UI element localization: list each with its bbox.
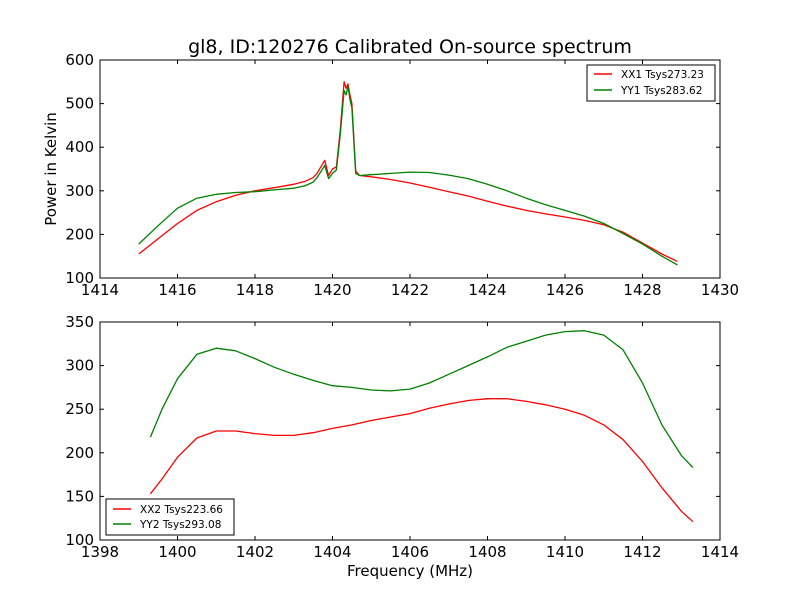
top-series-lines: [138, 81, 678, 266]
chart-title: gl8, ID:120276 Calibrated On-source spec…: [188, 36, 632, 58]
x-axis-label: Frequency (MHz): [347, 562, 473, 580]
top-y-tick-label: 400: [65, 138, 94, 156]
bottom-x-tick-label: 1408: [468, 543, 506, 561]
top-panel: gl8, ID:120276 Calibrated On-source spec…: [42, 36, 739, 299]
bottom-y-tick-label: 300: [65, 357, 94, 375]
top-x-tick-label: 1420: [313, 281, 351, 299]
bottom-x-tick-label: 1404: [313, 543, 351, 561]
bottom-series-line-0: [149, 398, 694, 523]
bottom-x-tick-label: 1400: [158, 543, 196, 561]
bottom-plot-frame: [99, 321, 721, 541]
top-plot-frame: [99, 59, 721, 279]
legend-label-yy1: YY1 Tsys283.62: [620, 85, 702, 97]
bottom-series-line-1: [149, 330, 694, 469]
bottom-x-tick-label: 1412: [623, 543, 661, 561]
bottom-x-tick-label: 1414: [701, 543, 739, 561]
bottom-y-tick-label: 350: [65, 313, 94, 331]
top-y-tick-label: 600: [65, 51, 94, 69]
top-x-tick-label: 1418: [236, 281, 274, 299]
bottom-ticks: 1398 1400 1402 1404 1406 1408 1410 1412 1414 100 1…: [65, 313, 739, 561]
bottom-legend: XX2 Tsys223.66 YY2 Tsys293.08: [105, 498, 235, 536]
top-ticks: 1414 1416 1418 1420 1422 1424 1426 1428 1430 100 2…: [65, 51, 739, 299]
legend-label-xx2: XX2 Tsys223.66: [140, 504, 223, 516]
top-y-tick-label: 300: [65, 182, 94, 200]
bottom-panel: Frequency (MHz) 1398 1400 1402 1404 1406 1408…: [65, 313, 739, 580]
top-x-tick-label: 1422: [391, 281, 429, 299]
legend-box: [586, 64, 716, 102]
top-y-tick-label: 100: [65, 269, 94, 287]
top-series-line-1: [138, 85, 678, 266]
top-x-tick-label: 1424: [468, 281, 506, 299]
top-x-tick-label: 1416: [158, 281, 196, 299]
top-x-tick-label: 1428: [623, 281, 661, 299]
bottom-x-tick-label: 1406: [391, 543, 429, 561]
bottom-y-tick-label: 100: [65, 531, 94, 549]
top-legend: XX1 Tsys273.23 YY1 Tsys283.62: [586, 64, 716, 102]
top-y-tick-label: 500: [65, 95, 94, 113]
top-x-tick-label: 1430: [701, 281, 739, 299]
bottom-y-tick-label: 200: [65, 444, 94, 462]
legend-label-xx1: XX1 Tsys273.23: [621, 69, 704, 81]
bottom-series-lines: [149, 330, 694, 523]
bottom-y-tick-label: 150: [65, 487, 94, 505]
bottom-x-tick-label: 1410: [546, 543, 584, 561]
top-x-tick-label: 1426: [546, 281, 584, 299]
bottom-x-tick-label: 1398: [81, 543, 119, 561]
y-axis-label: Power in Kelvin: [42, 112, 60, 226]
legend-box: [105, 498, 235, 536]
bottom-y-tick-label: 250: [65, 400, 94, 418]
top-x-tick-label: 1414: [81, 281, 119, 299]
top-y-tick-label: 200: [65, 225, 94, 243]
bottom-x-tick-label: 1402: [236, 543, 274, 561]
legend-label-yy2: YY2 Tsys293.08: [139, 519, 221, 531]
